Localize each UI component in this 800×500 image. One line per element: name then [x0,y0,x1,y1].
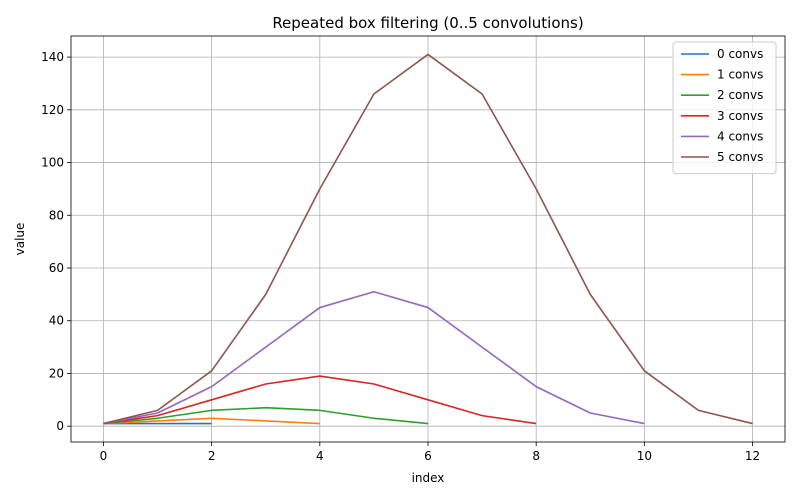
legend-label: 4 convs [717,129,763,143]
legend: 0 convs 1 convs 2 convs 3 convs 4 convs 5 con… [672,41,777,175]
x-tick-label: 6 [424,449,432,463]
grid [71,36,785,442]
y-tick-label: 140 [41,50,64,64]
series-line-3 [103,375,537,425]
series-line-4 [103,290,645,425]
y-tick-label: 80 [49,208,64,222]
y-tick-label: 40 [49,314,64,328]
y-axis-label: value [13,223,27,256]
y-tick-label: 20 [49,366,64,380]
x-tick-label: 12 [745,449,760,463]
x-tick-label: 2 [208,449,216,463]
x-tick-label: 4 [316,449,324,463]
y-tick-label: 0 [56,419,64,433]
legend-label: 1 convs [717,68,763,82]
series-group [103,53,753,425]
x-tick-label: 8 [532,449,540,463]
x-axis: 0 2 4 6 8 10 12 [100,442,760,463]
series-line-1 [103,417,320,425]
y-tick-label: 100 [41,156,64,170]
series-line-2 [103,406,429,425]
legend-label: 5 convs [717,150,763,164]
y-tick-label: 120 [41,103,64,117]
x-tick-label: 10 [637,449,652,463]
series-line-5 [103,53,753,425]
chart-title: Repeated box filtering (0..5 convolution… [272,14,583,32]
y-axis: 0 20 40 60 80 100 120 140 [41,50,71,433]
x-axis-label: index [412,471,445,485]
legend-label: 2 convs [717,88,763,102]
legend-label: 3 convs [717,109,763,123]
legend-label: 0 convs [717,47,763,61]
y-tick-label: 60 [49,261,64,275]
x-tick-label: 0 [100,449,108,463]
